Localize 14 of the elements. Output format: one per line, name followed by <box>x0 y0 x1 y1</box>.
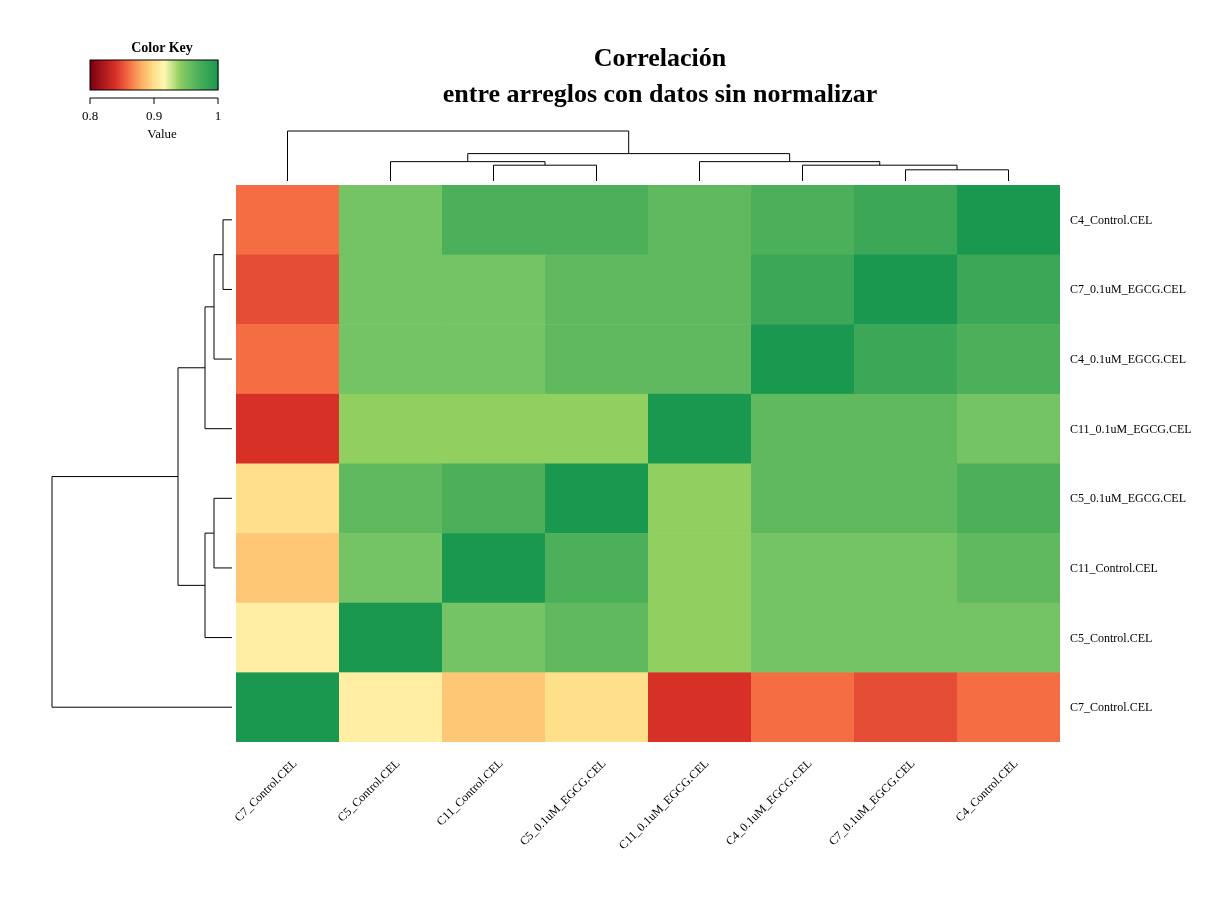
y-tick-label: C11_0.1uM_EGCG.CEL <box>1070 421 1192 436</box>
y-tick-label: C4_Control.CEL <box>1070 212 1153 227</box>
y-tick-label: C5_0.1uM_EGCG.CEL <box>1070 491 1187 506</box>
y-tick-label: C7_Control.CEL <box>1070 700 1153 715</box>
color-bar-label: 0.8 <box>81 108 99 123</box>
color-bar-label: 0.9 <box>145 108 163 123</box>
y-tick-label: C4_0.1uM_EGCG.CEL <box>1070 352 1187 367</box>
chart-title: Correlación entre arreglos con datos sin normalizar <box>442 43 878 108</box>
legend-title: Color Key <box>131 40 193 55</box>
y-tick-label: C5_Control.CEL <box>1070 630 1153 645</box>
y-tick-label: C7_0.1uM_EGCG.CEL <box>1070 282 1187 297</box>
y-tick-label: C11_Control.CEL <box>1070 560 1158 575</box>
color-bar-label: 1 <box>214 108 222 123</box>
color-bar-title: Value <box>147 126 178 141</box>
